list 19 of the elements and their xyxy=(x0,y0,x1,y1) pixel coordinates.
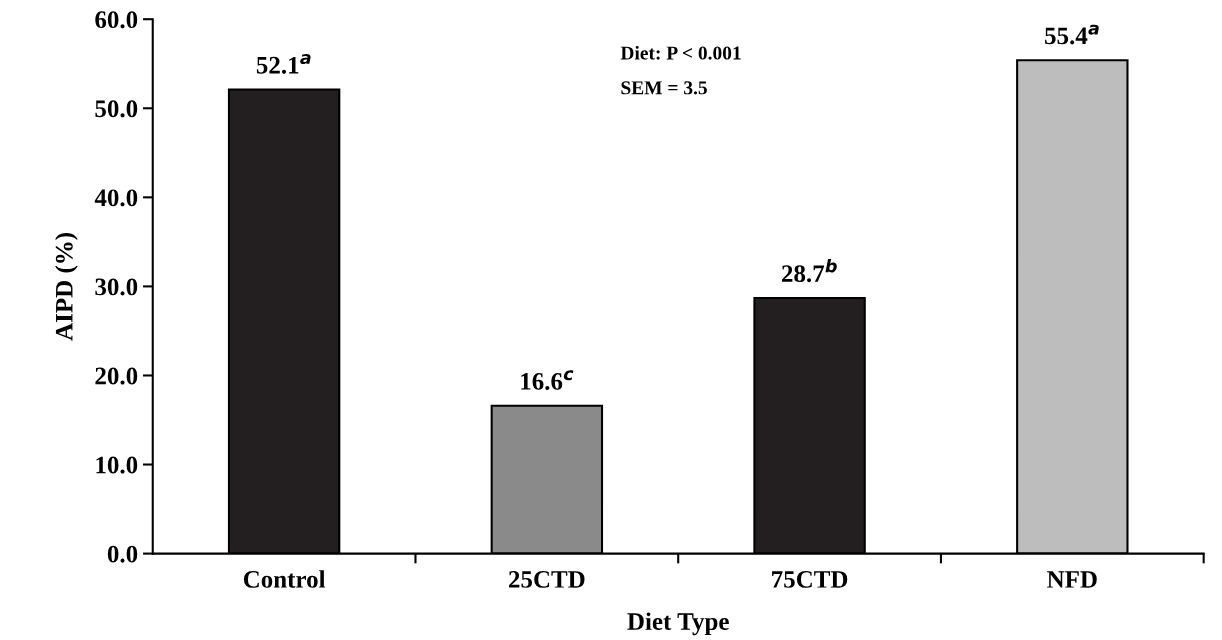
y-tick-label: 20.0 xyxy=(95,367,138,385)
y-tick-label: 30.0 xyxy=(95,278,138,296)
x-tick-label: NFD xyxy=(1047,571,1097,588)
data-label: 28.7$^{b}$ xyxy=(782,258,837,283)
x-axis-title: Diet Type xyxy=(627,612,729,636)
y-axis-title: AIPD (%) xyxy=(55,232,78,341)
y-tick-label: 60.0 xyxy=(95,11,138,29)
y-tick-label: 40.0 xyxy=(94,189,138,207)
annotation: Diet: P < 0.001 xyxy=(620,45,741,60)
x-tick-label: 25CTD xyxy=(509,571,585,588)
x-tick-label: Control xyxy=(243,570,326,588)
data-label: 52.1$^{a}$ xyxy=(256,54,311,74)
data-label: 16.6$^{c}$ xyxy=(521,370,574,390)
data-label: 55.4$^{a}$ xyxy=(1045,24,1099,45)
x-tick-label: 75CTD xyxy=(772,571,848,588)
y-tick-label: 10.0 xyxy=(96,456,138,474)
y-tick-label: 50.0 xyxy=(95,100,138,118)
annotation: SEM = 3.5 xyxy=(621,81,707,95)
y-tick-label: 0.0 xyxy=(107,545,138,563)
